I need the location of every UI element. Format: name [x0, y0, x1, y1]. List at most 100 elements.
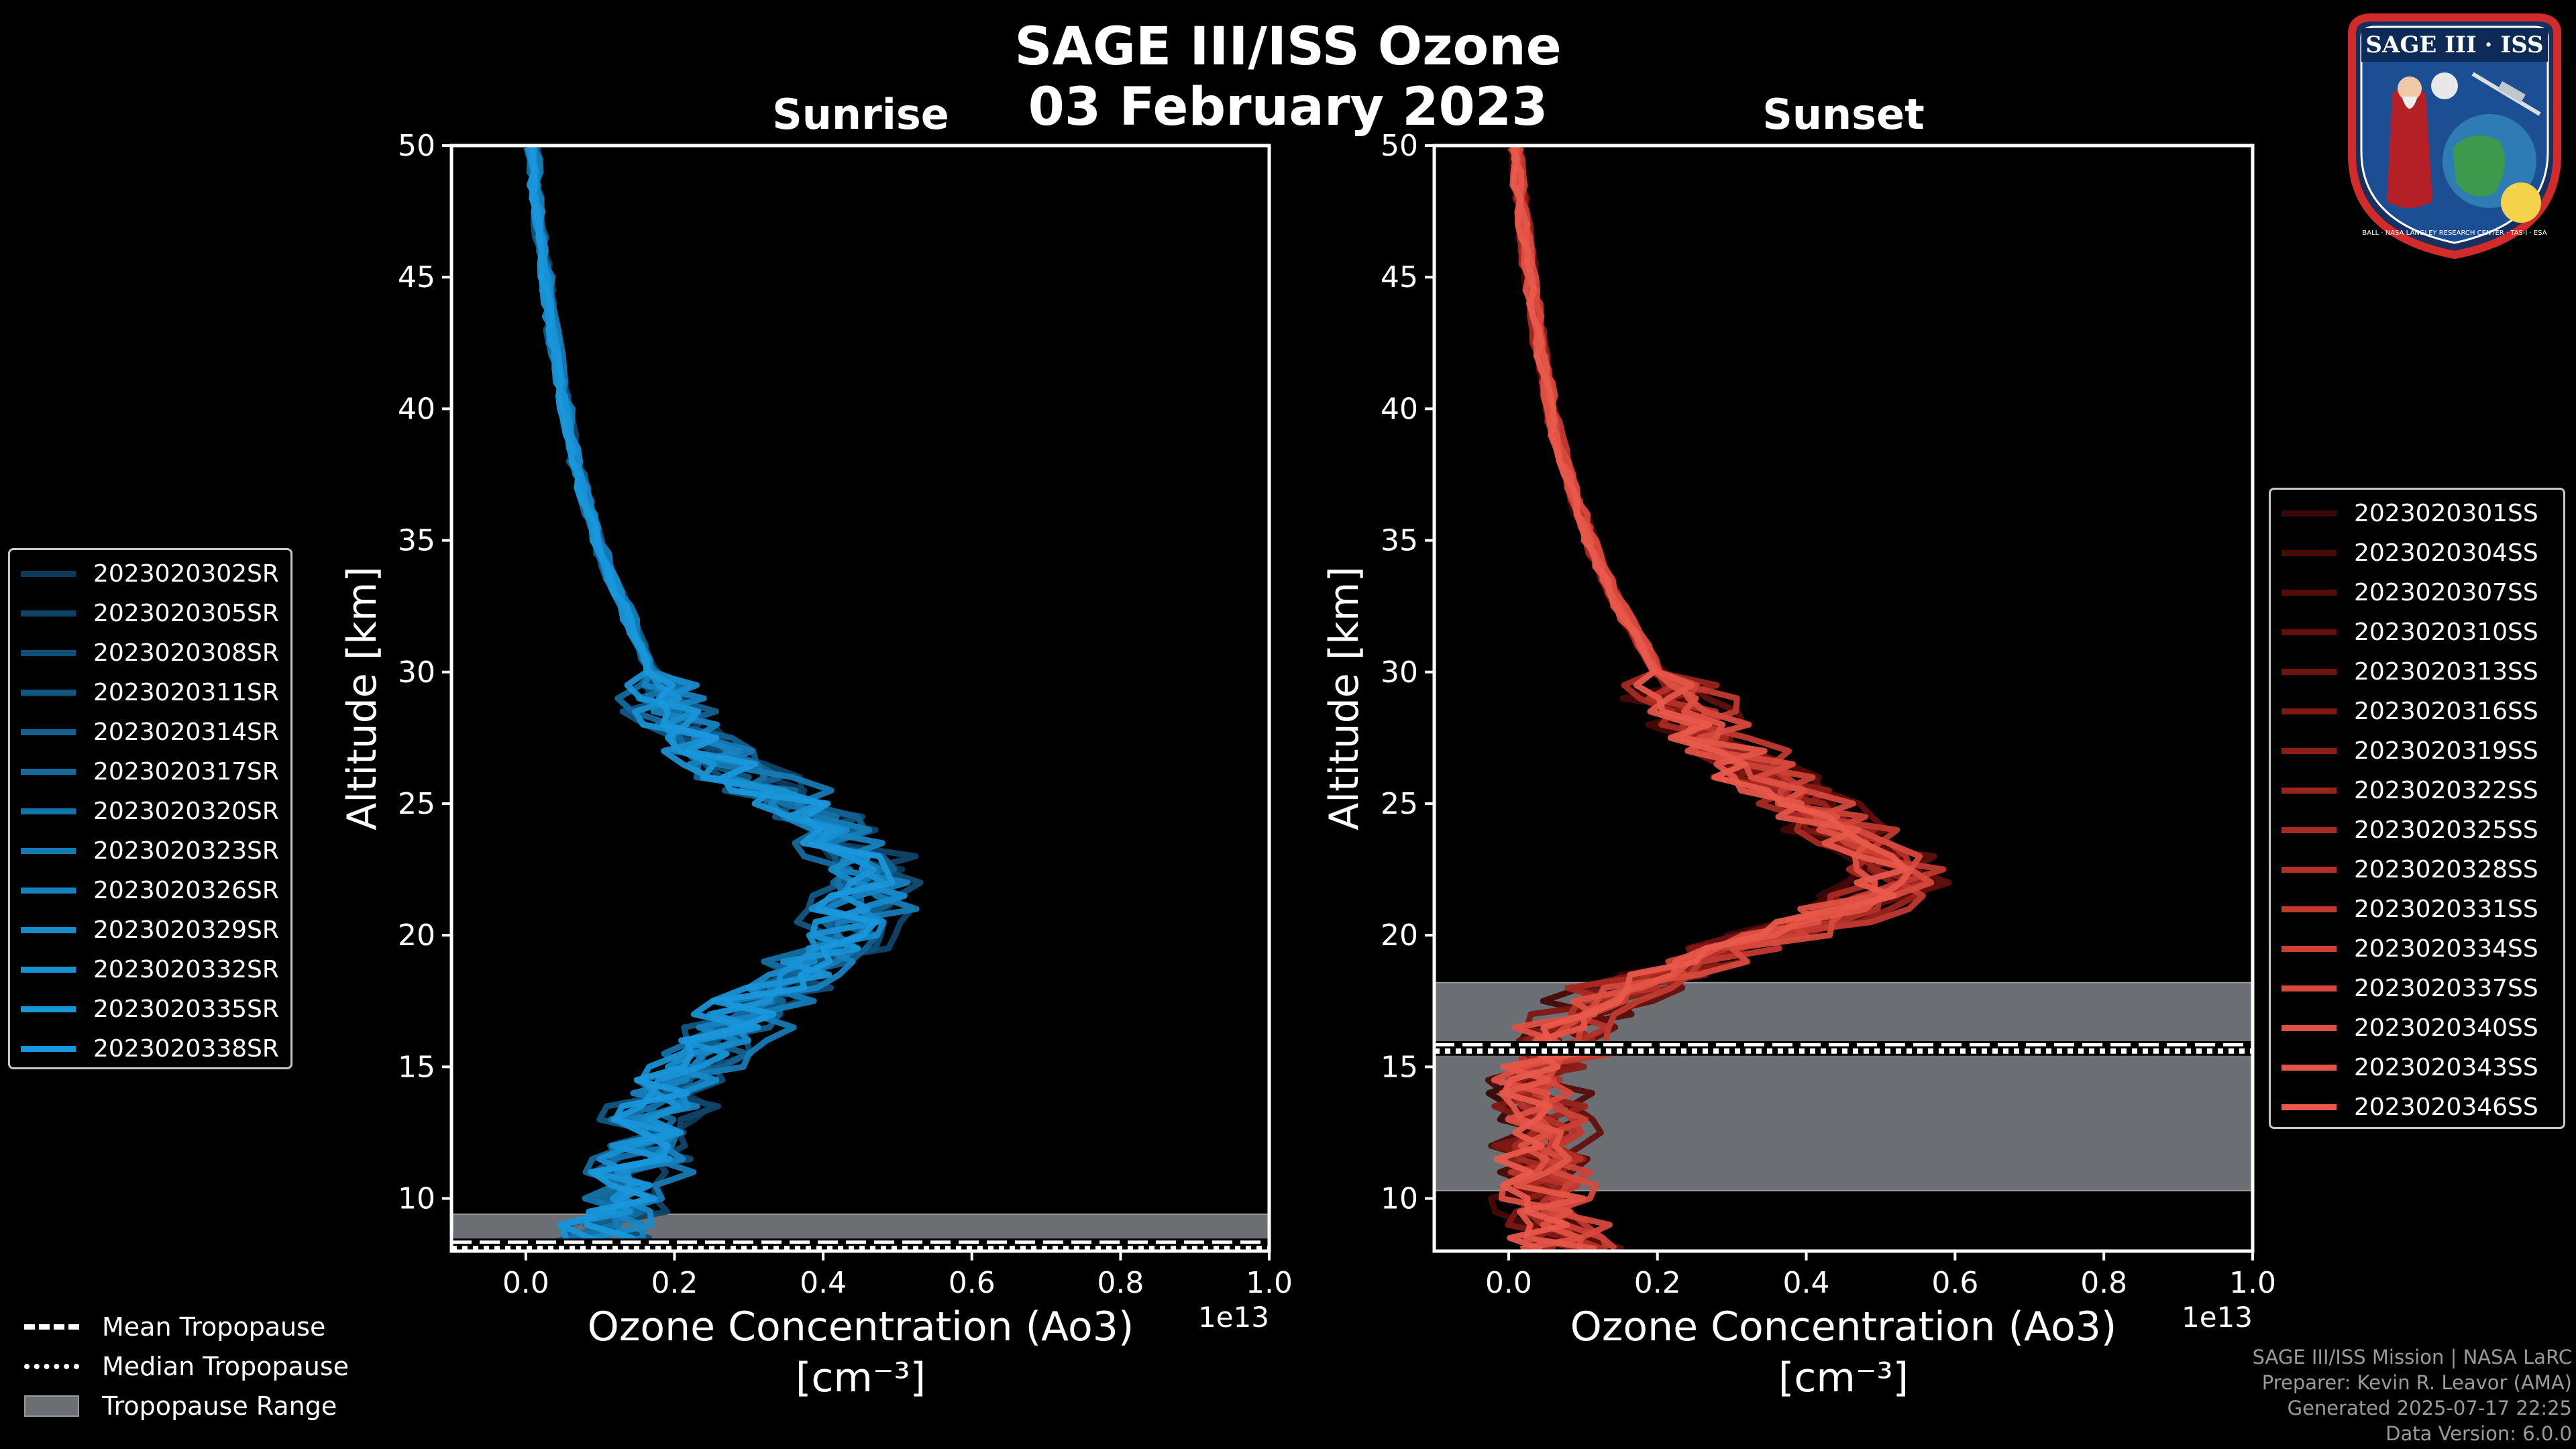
- legend-swatch: [2282, 985, 2337, 991]
- legend-label: 2023020343SS: [2354, 1054, 2538, 1081]
- legend-swatch: [21, 808, 76, 814]
- title-line1: SAGE III/ISS Ozone: [1014, 17, 1561, 77]
- sunset-legend: 2023020301SS 2023020304SS 2023020307SS 2023…: [2269, 488, 2565, 1129]
- legend-item: 2023020302SR: [10, 554, 290, 594]
- x-tick-label: 0.6: [1931, 1266, 1978, 1300]
- legend-item: 2023020319SS: [2271, 731, 2563, 771]
- sunrise-legend: 2023020302SR 2023020305SR 2023020308SR 2023…: [8, 548, 292, 1069]
- legend-swatch: [2282, 1065, 2337, 1071]
- sunset-plot-frame: [1432, 144, 2255, 1253]
- legend-mean-tropopause: Mean Tropopause: [24, 1307, 349, 1346]
- profile-2023020323SR: [530, 146, 920, 1252]
- legend-item: 2023020331SS: [2271, 890, 2563, 929]
- profile-2023020335SR: [526, 147, 877, 1252]
- legend-label: 2023020326SR: [93, 877, 279, 904]
- legend-swatch: [21, 967, 76, 973]
- legend-label: 2023020322SS: [2354, 777, 2538, 804]
- legend-item: 2023020305SR: [10, 594, 290, 633]
- dotted-line-swatch: [24, 1363, 79, 1369]
- legend-swatch: [2282, 906, 2337, 912]
- legend-item: 2023020334SS: [2271, 929, 2563, 969]
- legend-item: 2023020322SS: [2271, 771, 2563, 810]
- x-tick-label: 0.0: [502, 1266, 549, 1300]
- credits-data-version: Data Version: 6.0.0: [2385, 1422, 2572, 1445]
- y-tick-label: 20: [1381, 918, 1418, 953]
- x-tick-label: 1.0: [2229, 1266, 2276, 1300]
- legend-label: 2023020314SR: [93, 718, 279, 746]
- sunset-panel: Sunset 0.0 0.2 0.4 0.6 0.8 1.0 10 15 20 25 30 35 40…: [1321, 90, 2276, 1401]
- legend-label: 2023020346SS: [2354, 1093, 2538, 1121]
- sunset-xlabel: Ozone Concentration (Ao3): [1570, 1303, 2117, 1350]
- sunrise-xunit: [cm⁻³]: [796, 1354, 926, 1401]
- sunset-xunit: [cm⁻³]: [1778, 1354, 1909, 1401]
- legend-label: 2023020332SR: [93, 956, 279, 983]
- y-tick-label: 50: [1381, 129, 1418, 163]
- legend-item: 2023020317SR: [10, 752, 290, 792]
- x-tick-label: 0.2: [651, 1266, 698, 1300]
- sunset-ylabel: Altitude [km]: [1321, 566, 1368, 830]
- logo-ring-text: BALL · NASA LANGLEY RESEARCH CENTER · TA…: [2362, 229, 2546, 237]
- credits-preparer: Preparer: Kevin R. Leavor (AMA): [2261, 1371, 2572, 1394]
- legend-item: 2023020323SR: [10, 831, 290, 871]
- sunrise-y-ticks: 10 15 20 25 30 35 40 45 50: [398, 129, 451, 1216]
- legend-label: 2023020317SR: [93, 758, 279, 786]
- legend-swatch: [2282, 867, 2337, 873]
- legend-item: 2023020340SS: [2271, 1008, 2563, 1048]
- y-tick-label: 10: [398, 1182, 435, 1216]
- legend-label: 2023020329SR: [93, 916, 279, 944]
- legend-label: 2023020305SR: [93, 600, 279, 627]
- legend-swatch: [2282, 827, 2337, 833]
- legend-label: 2023020335SR: [93, 996, 279, 1023]
- x-tick-label: 0.0: [1485, 1266, 1532, 1300]
- x-tick-label: 0.8: [2080, 1266, 2127, 1300]
- title-line2: 03 February 2023: [1028, 77, 1548, 138]
- legend-item: 2023020346SS: [2271, 1087, 2563, 1127]
- legend-label: 2023020340SS: [2354, 1014, 2538, 1042]
- legend-item: 2023020304SS: [2271, 533, 2563, 573]
- legend-label: 2023020323SR: [93, 837, 279, 865]
- y-tick-label: 25: [398, 787, 435, 821]
- y-tick-label: 15: [398, 1050, 435, 1084]
- legend-swatch: [2282, 669, 2337, 675]
- legend-label: 2023020320SR: [93, 798, 279, 825]
- legend-swatch: [2282, 708, 2337, 714]
- profile-2023020346SS: [1493, 146, 1909, 1252]
- credits-generated: Generated 2025-07-17 22:25: [2287, 1397, 2572, 1419]
- legend-swatch: [21, 729, 76, 735]
- legend-item: 2023020313SS: [2271, 652, 2563, 692]
- sunrise-panel: Sunrise 0.0 0.2 0.4 0.6 0.8 1.0 10 15 20 25 30 35 4…: [339, 90, 1293, 1401]
- sunrise-title: Sunrise: [772, 90, 949, 139]
- legend-swatch: [2282, 629, 2337, 635]
- legend-label: 2023020328SS: [2354, 856, 2538, 883]
- legend-tropopause-range: Tropopause Range: [24, 1386, 349, 1426]
- legend-label: 2023020319SS: [2354, 737, 2538, 765]
- legend-item: 2023020325SS: [2271, 810, 2563, 850]
- y-tick-label: 35: [1381, 524, 1418, 558]
- legend-swatch: [2282, 946, 2337, 952]
- legend-label: 2023020338SR: [93, 1035, 279, 1063]
- sunrise-xlabel: Ozone Concentration (Ao3): [588, 1303, 1134, 1350]
- legend-label: 2023020337SS: [2354, 975, 2538, 1002]
- legend-swatch: [2282, 748, 2337, 754]
- sunset-title: Sunset: [1762, 90, 1925, 139]
- y-tick-label: 25: [1381, 787, 1418, 821]
- legend-swatch: [21, 769, 76, 775]
- sunset-y-ticks: 10 15 20 25 30 35 40 45 50: [1381, 129, 1434, 1216]
- x-tick-label: 0.4: [1783, 1266, 1830, 1300]
- x-tick-label: 1.0: [1246, 1266, 1293, 1300]
- x-tick-label: 0.8: [1097, 1266, 1144, 1300]
- profile-2023020308SR: [531, 147, 924, 1252]
- sunrise-x-ticks: 0.0 0.2 0.4 0.6 0.8 1.0: [502, 1251, 1293, 1300]
- sunrise-plot-frame: [449, 144, 1271, 1253]
- sunrise-ylabel: Altitude [km]: [339, 566, 386, 830]
- y-tick-label: 15: [1381, 1050, 1418, 1084]
- range-swatch: [24, 1395, 79, 1417]
- legend-median-tropopause: Median Tropopause: [24, 1346, 349, 1386]
- legend-swatch: [21, 650, 76, 656]
- dashed-line-swatch: [24, 1324, 79, 1330]
- legend-item: 2023020326SR: [10, 871, 290, 910]
- y-tick-label: 20: [398, 918, 435, 953]
- y-tick-label: 35: [398, 524, 435, 558]
- y-tick-label: 40: [1381, 392, 1418, 426]
- credits-mission: SAGE III/ISS Mission | NASA LaRC: [2252, 1346, 2572, 1368]
